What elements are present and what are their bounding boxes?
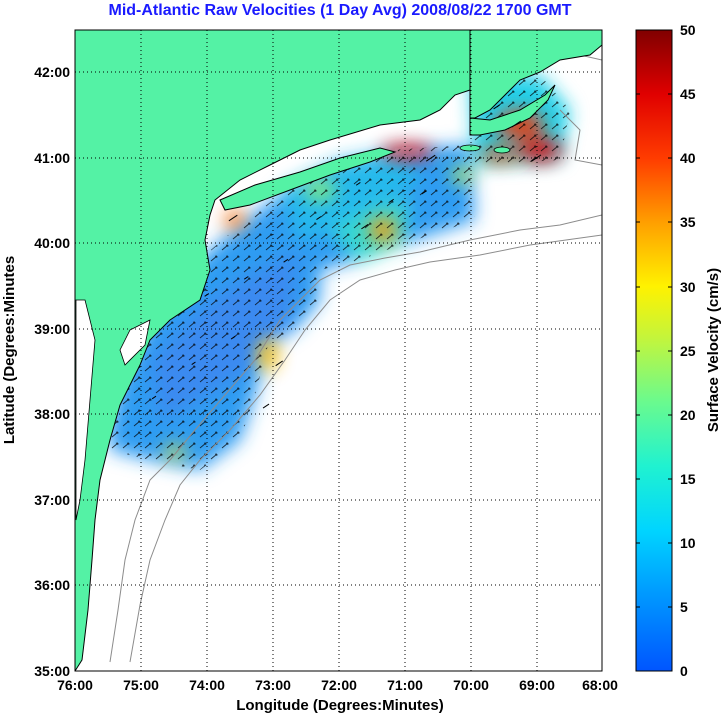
velocity-vector	[316, 216, 322, 220]
velocity-vector	[275, 360, 284, 367]
y-tick-label: 37:00	[34, 492, 70, 508]
long-island	[219, 147, 397, 211]
colorbar-tick-label: 25	[680, 343, 696, 359]
x-tick-label: 70:00	[453, 677, 489, 693]
velocity-vector	[283, 258, 289, 263]
x-tick-label: 72:00	[321, 677, 357, 693]
y-tick-label: 42:00	[34, 64, 70, 80]
velocity-vector	[262, 403, 270, 409]
colorbar-tick-label: 10	[680, 535, 696, 551]
y-tick-label: 41:00	[34, 150, 70, 166]
x-tick-label: 75:00	[123, 677, 159, 693]
velocity-vector	[151, 395, 157, 400]
x-tick-label: 74:00	[189, 677, 225, 693]
plot-frame	[74, 29, 603, 672]
y-axis-label: Latitude (Degrees:Minutes	[1, 256, 18, 444]
velocity-vector	[355, 182, 361, 186]
velocity-vector	[228, 214, 238, 222]
velocity-vector	[230, 335, 236, 340]
colorbar-tick-label: 35	[680, 214, 696, 230]
map-title: Mid-Atlantic Raw Velocities (1 Day Avg) …	[109, 2, 572, 19]
y-tick-label: 39:00	[34, 321, 70, 337]
nantucket	[493, 146, 511, 154]
x-tick-label: 69:00	[519, 677, 555, 693]
grid-lines	[75, 30, 602, 671]
colorbar-tick-label: 50	[680, 22, 696, 38]
plot-area	[75, 30, 602, 671]
velocity-vector	[421, 190, 427, 195]
cape-cod	[469, 84, 556, 136]
velocity-vector	[425, 154, 436, 162]
colorbar-tick-label: 30	[680, 279, 696, 295]
x-tick-label: 68:00	[582, 677, 618, 693]
colorbar-tick-label: 20	[680, 407, 696, 423]
x-tick-label: 73:00	[255, 677, 291, 693]
delaware-bay	[119, 319, 151, 366]
colorbar: 0 5 10 15 20 25 30 35 40 45 50 Surface V…	[635, 22, 722, 679]
y-tick-label: 40:00	[34, 235, 70, 251]
velocity-vector	[493, 104, 500, 110]
velocity-vector	[361, 223, 369, 230]
colorbar-label: Surface Velocity (cm/s)	[705, 268, 722, 432]
velocity-vector	[204, 293, 210, 297]
marthas-vineyard	[459, 144, 481, 152]
y-tick-label: 35:00	[34, 663, 70, 679]
x-tick-label: 71:00	[387, 677, 423, 693]
colorbar-tick-label: 0	[680, 663, 688, 679]
velocity-vector	[243, 276, 249, 280]
colorbar-tick-label: 5	[680, 599, 688, 615]
colorbar-tick-label: 45	[680, 86, 696, 102]
y-tick-label: 38:00	[34, 406, 70, 422]
chesapeake-bay	[75, 299, 96, 521]
velocity-samples	[151, 104, 542, 409]
x-axis-ticks: 76:00 75:00 74:00 73:00 72:00 71:00 70:0…	[57, 677, 618, 693]
y-axis-ticks: 35:00 36:00 37:00 38:00 39:00 40:00 41:0…	[34, 64, 70, 679]
x-tick-label: 76:00	[57, 677, 93, 693]
velocity-vector	[511, 120, 522, 128]
x-axis-label: Longitude (Degrees:Minutes)	[236, 697, 444, 714]
colorbar-tick-label: 40	[680, 150, 696, 166]
colorbar-tick-label: 15	[680, 471, 696, 487]
colorbar-gradient	[635, 29, 673, 672]
velocity-vector	[388, 198, 395, 204]
velocity-vector	[530, 154, 542, 162]
y-tick-label: 36:00	[34, 577, 70, 593]
velocity-vector	[191, 361, 196, 365]
